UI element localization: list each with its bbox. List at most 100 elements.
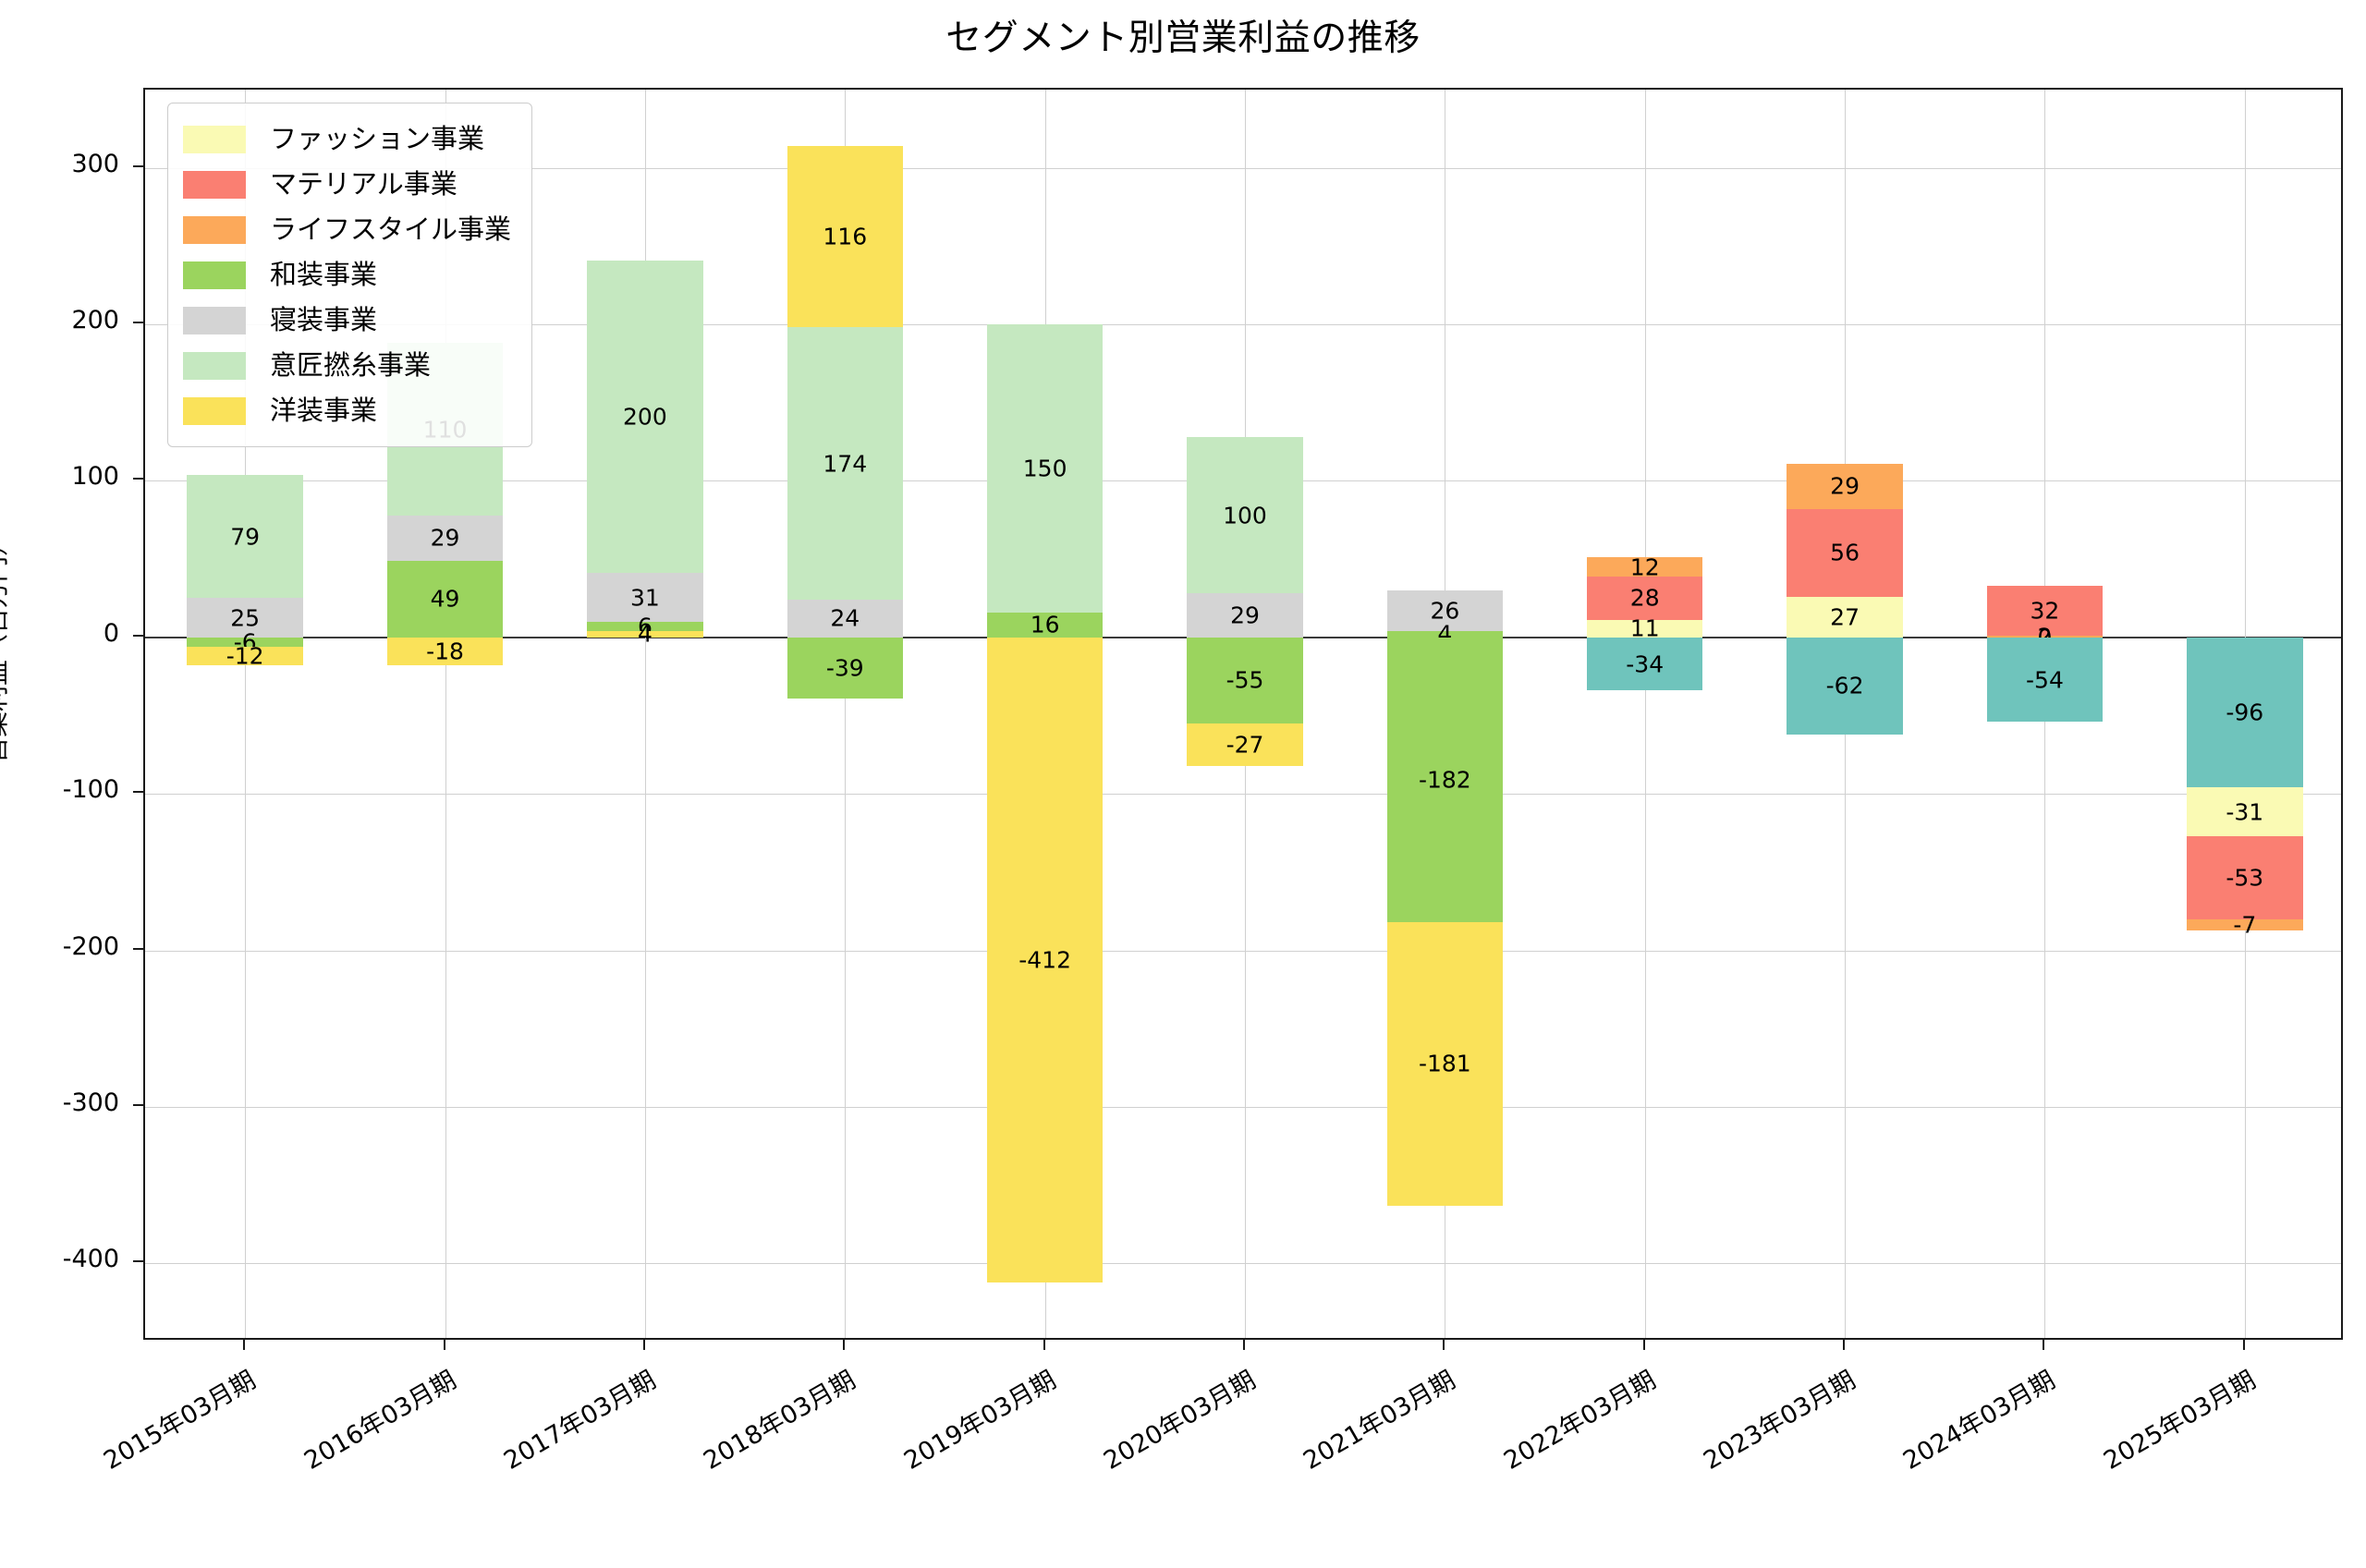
- legend-item[interactable]: ライフスタイル事業: [183, 207, 511, 252]
- x-axis-tick-label: 2016年03月期: [299, 1366, 461, 1476]
- gridline-horizontal: [145, 324, 2341, 326]
- y-axis-tick-label: -400: [62, 1245, 119, 1274]
- x-axis-tick-mark: [2043, 1340, 2045, 1350]
- bar-segment[interactable]: [1187, 593, 1303, 638]
- x-axis-tick-label: 2017年03月期: [498, 1366, 661, 1476]
- y-axis-tick-mark: [133, 322, 143, 324]
- bar-segment[interactable]: [187, 637, 303, 647]
- bar-segment[interactable]: [1986, 637, 2104, 723]
- bar-segment[interactable]: [2187, 835, 2303, 919]
- bar-segment[interactable]: [187, 474, 303, 599]
- plot-area: 7925-6-121102949-18200316411617424-39150…: [143, 88, 2343, 1340]
- bar-segment[interactable]: [1986, 636, 2104, 638]
- legend-item[interactable]: 和装事業: [183, 252, 511, 298]
- bar-segment[interactable]: [1187, 437, 1303, 594]
- y-axis-tick-label: -200: [62, 931, 119, 961]
- x-axis-tick-label: 2021年03月期: [1299, 1366, 1461, 1476]
- bar-group[interactable]: 12 28 11 -34: [1586, 90, 1703, 1338]
- bar-segment[interactable]: [386, 560, 504, 638]
- bar-segment[interactable]: [587, 631, 703, 638]
- legend-swatch-icon: [183, 261, 246, 289]
- bar-segment[interactable]: [1386, 922, 1504, 1206]
- bar-segment[interactable]: [986, 324, 1104, 613]
- bar-group[interactable]: -96 -31 -53 -7: [2187, 90, 2303, 1338]
- bar-segment[interactable]: [2187, 787, 2303, 836]
- y-axis-tick-label: 0: [103, 618, 119, 648]
- bar-segment[interactable]: [587, 573, 703, 622]
- bar-segment[interactable]: [386, 515, 504, 561]
- x-axis-tick-mark: [443, 1340, 445, 1350]
- bar-segment[interactable]: [187, 598, 303, 638]
- legend-item[interactable]: ファッション事業: [183, 116, 511, 162]
- bar-group[interactable]: 3220-54: [1986, 90, 2104, 1338]
- x-axis-tick-mark: [243, 1340, 246, 1350]
- legend[interactable]: ファッション事業 マテリアル事業ライフスタイル事業和装事業 寝装事業 意匠撚糸事業洋装…: [167, 103, 533, 447]
- legend-swatch-icon: [183, 306, 246, 334]
- x-axis-tick-mark: [843, 1340, 846, 1350]
- bar-segment[interactable]: [187, 646, 303, 666]
- bar-group[interactable]: 150 16 -412: [986, 90, 1104, 1338]
- y-axis-tick-label: 100: [71, 462, 119, 492]
- legend-swatch-icon: [183, 170, 246, 199]
- bar-group[interactable]: 200 31 6 4: [587, 90, 703, 1338]
- gridline-horizontal: [145, 1106, 2341, 1108]
- x-axis-tick-label: 2018年03月期: [699, 1366, 861, 1476]
- y-axis-tick-mark: [133, 947, 143, 950]
- bar-segment[interactable]: [787, 600, 903, 638]
- bar-segment[interactable]: [2187, 637, 2303, 788]
- bar-segment[interactable]: [787, 145, 903, 328]
- x-axis-tick-mark: [1642, 1340, 1645, 1350]
- bar-segment[interactable]: [1586, 637, 1703, 691]
- bar-segment[interactable]: [787, 327, 903, 601]
- bar-segment[interactable]: [1386, 637, 1504, 923]
- x-axis-tick-label: 2019年03月期: [898, 1366, 1061, 1476]
- bar-segment[interactable]: [2187, 918, 2303, 930]
- bar-segment[interactable]: [1787, 637, 1903, 735]
- x-axis-tick-mark: [2242, 1340, 2245, 1350]
- bar-segment[interactable]: [986, 612, 1104, 638]
- gridline-horizontal: [145, 950, 2341, 952]
- x-axis-tick-label: 2023年03月期: [1699, 1366, 1861, 1476]
- y-axis-tick-mark: [133, 1103, 143, 1106]
- bar-group[interactable]: 29 56 27 -62: [1787, 90, 1903, 1338]
- x-axis-tick-mark: [1443, 1340, 1445, 1350]
- bar-segment[interactable]: [1787, 596, 1903, 638]
- y-axis-tick-mark: [133, 634, 143, 637]
- bar-segment[interactable]: [1386, 590, 1504, 632]
- legend-item[interactable]: 意匠撚糸事業: [183, 343, 511, 388]
- bar-segment[interactable]: [1586, 557, 1703, 577]
- x-axis-tick-mark: [642, 1340, 645, 1350]
- bar-group[interactable]: 26 4 -182 -181: [1386, 90, 1504, 1338]
- bar-segment[interactable]: [1787, 508, 1903, 597]
- bar-segment[interactable]: [587, 260, 703, 574]
- gridline-vertical: [1644, 90, 1646, 1338]
- legend-item[interactable]: 寝装事業: [183, 298, 511, 343]
- bar-segment[interactable]: [1187, 637, 1303, 723]
- bar-segment[interactable]: [587, 621, 703, 632]
- bar-segment[interactable]: [1787, 463, 1903, 509]
- bar-group[interactable]: 100 29 -55 -27: [1187, 90, 1303, 1338]
- bar-segment[interactable]: [1187, 723, 1303, 766]
- y-axis-tick-mark: [133, 164, 143, 167]
- x-axis-tick-label: 2015年03月期: [99, 1366, 262, 1476]
- bar-segment[interactable]: [386, 637, 504, 666]
- y-axis-tick-label: 200: [71, 306, 119, 335]
- legend-item-label: ライフスタイル事業: [270, 213, 512, 245]
- legend-item-label: 洋装事業: [270, 395, 378, 426]
- bar-segment[interactable]: [986, 637, 1104, 1282]
- x-axis-tick-label: 2020年03月期: [1099, 1366, 1261, 1476]
- y-axis-tick-mark: [133, 478, 143, 480]
- bar-segment[interactable]: [1986, 585, 2104, 637]
- bar-segment[interactable]: [787, 637, 903, 699]
- legend-swatch-icon: [183, 351, 246, 380]
- legend-item[interactable]: 洋装事業: [183, 388, 511, 433]
- gridline-horizontal: [145, 167, 2341, 169]
- bar-segment[interactable]: [1586, 620, 1703, 638]
- bar-segment[interactable]: [1386, 631, 1504, 638]
- legend-item[interactable]: マテリアル事業: [183, 162, 511, 207]
- bar-group[interactable]: 116 174 24 -39: [787, 90, 903, 1338]
- bar-segment[interactable]: [1586, 576, 1703, 621]
- page-title: セグメント別営業利益の推移: [945, 18, 1421, 59]
- gridline-vertical: [644, 90, 646, 1338]
